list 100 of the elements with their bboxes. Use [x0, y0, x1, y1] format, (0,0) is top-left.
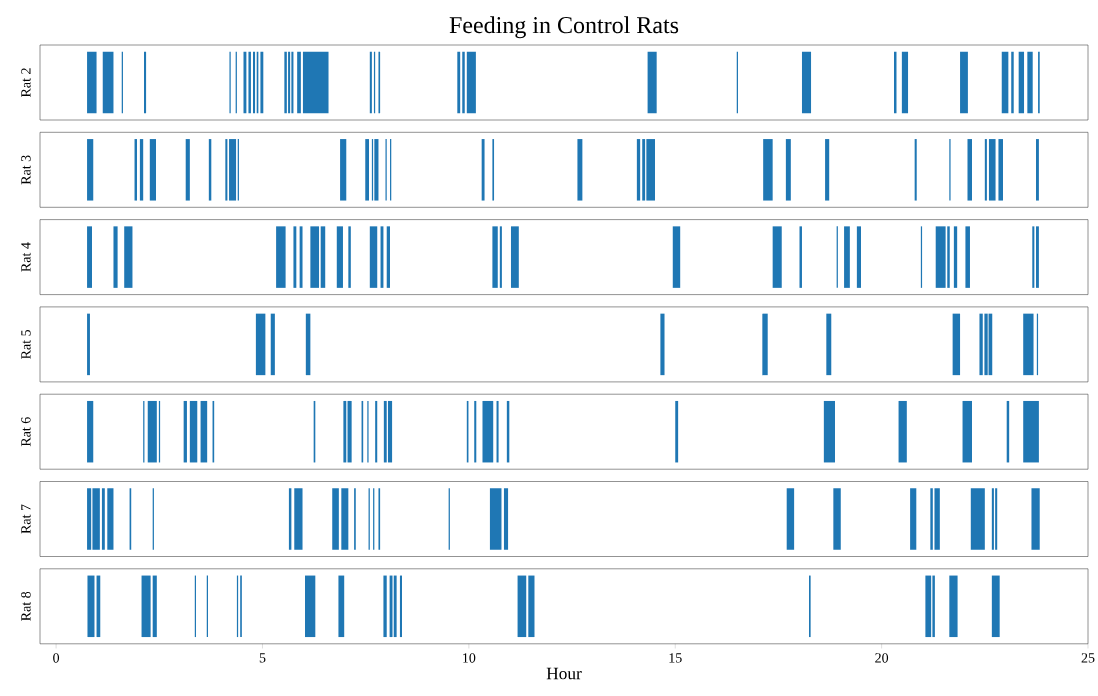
bar: [925, 575, 932, 638]
bar: [248, 51, 251, 114]
bar: [310, 226, 320, 288]
bar: [988, 139, 996, 201]
x-tick-label: 0: [53, 653, 60, 663]
bar: [910, 488, 917, 550]
bar: [87, 226, 93, 288]
x-tick-label: 10: [463, 653, 476, 663]
bar: [970, 488, 985, 550]
bar: [260, 51, 264, 114]
bar: [383, 575, 387, 638]
bar: [833, 488, 841, 550]
bar: [347, 400, 352, 463]
bar: [823, 400, 835, 463]
bar: [1023, 313, 1034, 376]
bar: [826, 313, 832, 376]
bar: [152, 575, 157, 638]
bar: [995, 488, 998, 550]
bar: [87, 313, 90, 376]
bar: [801, 51, 812, 114]
bar: [365, 139, 369, 201]
bar: [183, 400, 187, 463]
x-tick-label: 5: [259, 653, 266, 663]
bar: [343, 400, 347, 463]
bar: [474, 400, 477, 463]
bar: [139, 139, 144, 201]
bar: [276, 226, 286, 288]
bar: [1027, 51, 1033, 114]
bar: [762, 313, 768, 376]
bar: [935, 226, 946, 288]
bar: [499, 226, 502, 288]
bar: [369, 51, 372, 114]
chart-title: Feeding in Control Rats: [449, 16, 679, 39]
bar: [102, 51, 114, 114]
bar: [991, 575, 1000, 638]
bar: [293, 226, 297, 288]
bar: [934, 488, 940, 550]
y-tick-label: Rat 8: [21, 591, 31, 621]
bar: [338, 575, 345, 638]
bar: [481, 139, 485, 201]
bar: [124, 226, 133, 288]
bar: [369, 226, 378, 288]
bar: [952, 313, 961, 376]
bar: [87, 51, 97, 114]
x-tick-label: 20: [875, 653, 889, 663]
bar: [387, 400, 393, 463]
bar: [284, 51, 287, 114]
bar: [374, 139, 379, 201]
bar: [302, 51, 329, 114]
bar: [87, 400, 94, 463]
bar: [185, 139, 190, 201]
bar: [844, 226, 850, 288]
bar: [113, 226, 118, 288]
bar: [375, 400, 378, 463]
bar: [1001, 51, 1009, 114]
bar: [763, 139, 773, 201]
bar: [960, 51, 968, 114]
bar: [496, 400, 499, 463]
bar: [1036, 139, 1039, 201]
bar: [87, 575, 95, 638]
bar: [389, 575, 393, 638]
bar: [786, 488, 795, 550]
bar: [914, 139, 917, 201]
bar: [998, 139, 1003, 201]
bar: [646, 139, 656, 201]
bar: [799, 226, 802, 288]
x-tick-label: 25: [1081, 653, 1095, 663]
bar: [660, 313, 665, 376]
bar: [517, 575, 527, 638]
bar: [297, 51, 301, 114]
bar: [341, 488, 349, 550]
bar: [147, 400, 157, 463]
bar: [200, 400, 208, 463]
bar: [482, 400, 494, 463]
bar: [336, 226, 343, 288]
bar: [457, 51, 461, 114]
bar: [949, 575, 958, 638]
bar: [991, 488, 994, 550]
bar: [856, 226, 861, 288]
bar: [252, 51, 256, 114]
bar: [675, 400, 679, 463]
bar: [953, 226, 958, 288]
bar: [270, 313, 275, 376]
bar: [141, 575, 151, 638]
bar: [825, 139, 830, 201]
bar: [489, 488, 502, 550]
bar: [243, 51, 247, 114]
bar: [462, 51, 465, 114]
x-tick-label: 15: [669, 653, 682, 663]
bar: [1031, 488, 1040, 550]
bar: [965, 226, 970, 288]
bar: [901, 51, 909, 114]
bar: [492, 226, 498, 288]
bar: [399, 575, 402, 638]
bar: [503, 488, 509, 550]
bar: [466, 51, 476, 114]
y-tick-label: Rat 5: [21, 329, 31, 359]
bar: [225, 139, 228, 201]
bar: [772, 226, 782, 288]
bar: [672, 226, 681, 288]
